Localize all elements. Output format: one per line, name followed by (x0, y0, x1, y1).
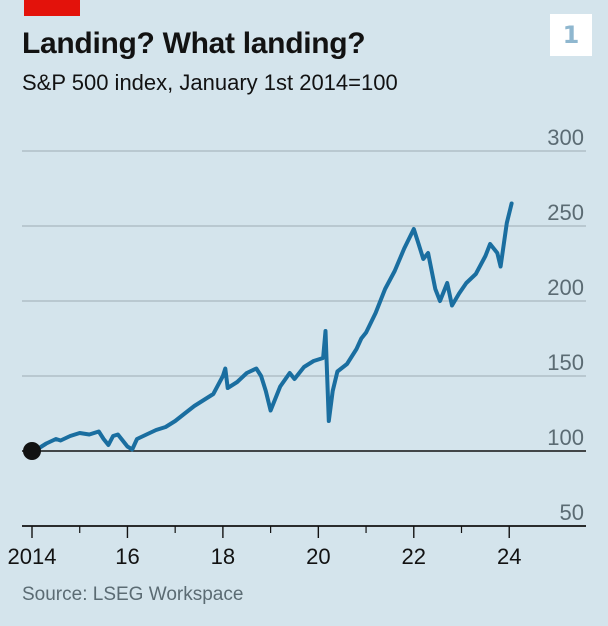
brand-tag (24, 0, 80, 16)
y-tick-label-300: 300 (547, 125, 584, 150)
y-tick-label-50: 50 (560, 500, 584, 525)
y-tick-label-150: 150 (547, 350, 584, 375)
annotations (23, 442, 41, 460)
series-lines (30, 201, 514, 453)
gridlines (22, 150, 586, 452)
series-line-0 (30, 201, 514, 453)
start-marker-0 (23, 442, 41, 460)
x-tick-label-2020: 20 (306, 544, 330, 569)
y-tick-label-200: 200 (547, 275, 584, 300)
x-tick-label-2018: 18 (211, 544, 235, 569)
x-tick-label-2016: 16 (115, 544, 139, 569)
y-tick-label-250: 250 (547, 200, 584, 225)
chart-number-badge: 1 (550, 14, 592, 56)
source-note: Source: LSEG Workspace (22, 584, 244, 605)
chart-subtitle: S&P 500 index, January 1st 2014=100 (22, 70, 398, 95)
chart-title: Landing? What landing? (22, 27, 366, 60)
x-tick-label-2024: 24 (497, 544, 521, 569)
x-tick-label-2014: 2014 (8, 544, 57, 569)
x-axis: 2014 16 18 20 22 24 (8, 525, 586, 569)
y-tick-label-100: 100 (547, 425, 584, 450)
x-tick-label-2022: 22 (402, 544, 426, 569)
y-axis-ticks: 50 100 150 200 250 300 (547, 125, 584, 525)
